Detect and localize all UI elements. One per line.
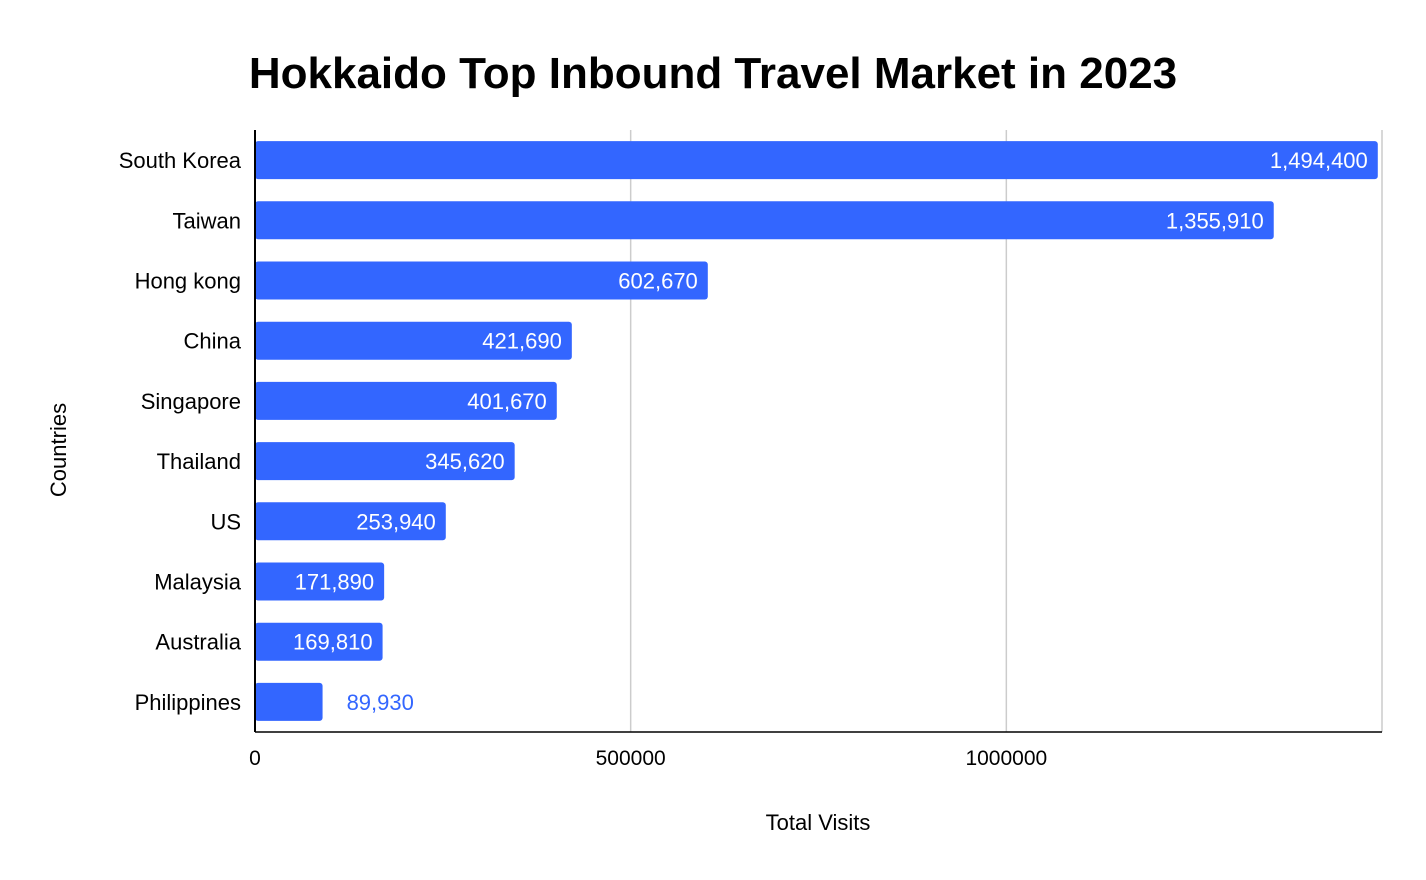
- data-label: 401,670: [467, 389, 547, 414]
- category-label: US: [210, 509, 241, 534]
- bar: [255, 201, 1274, 240]
- data-label: 1,494,400: [1270, 148, 1368, 173]
- category-label: Taiwan: [173, 208, 241, 233]
- category-label: Philippines: [135, 690, 241, 715]
- y-axis-title: Countries: [46, 403, 71, 497]
- data-label: 169,810: [293, 630, 373, 655]
- x-tick-label: 0: [249, 747, 261, 770]
- data-label: 1,355,910: [1166, 208, 1264, 233]
- bar: [255, 622, 383, 661]
- category-label: Thailand: [157, 449, 241, 474]
- bar: [255, 562, 385, 601]
- category-labels: South Korea Taiwan Hong kong China Singapore…: [119, 148, 242, 715]
- x-axis-title: Total Visits: [766, 810, 871, 835]
- bar: [255, 141, 1378, 180]
- data-label: 253,940: [356, 509, 436, 534]
- data-label: 345,620: [425, 449, 505, 474]
- data-label: 421,690: [482, 329, 562, 354]
- bar: [255, 261, 708, 300]
- bar: [255, 321, 572, 360]
- bar: [255, 381, 557, 420]
- category-label: China: [184, 329, 242, 354]
- bar: [255, 682, 323, 721]
- data-label: 89,930: [347, 690, 414, 715]
- x-tick-labels: 0 500000 1000000: [249, 747, 1047, 770]
- x-tick-label: 500000: [596, 747, 666, 770]
- data-label: 171,890: [295, 570, 375, 595]
- x-tick-label: 1000000: [965, 747, 1047, 770]
- category-label: Malaysia: [154, 570, 242, 595]
- bar: [255, 502, 446, 541]
- category-label: South Korea: [119, 148, 242, 173]
- data-label: 602,670: [618, 269, 698, 294]
- category-label: Hong kong: [135, 269, 241, 294]
- bars: [255, 141, 1378, 721]
- data-labels: 1,494,400 1,355,910 602,670 421,690 401,670 3…: [293, 148, 1368, 715]
- chart-title: Hokkaido Top Inbound Travel Market in 20…: [249, 49, 1177, 98]
- category-label: Australia: [155, 630, 241, 655]
- category-label: Singapore: [141, 389, 241, 414]
- bar: [255, 442, 515, 481]
